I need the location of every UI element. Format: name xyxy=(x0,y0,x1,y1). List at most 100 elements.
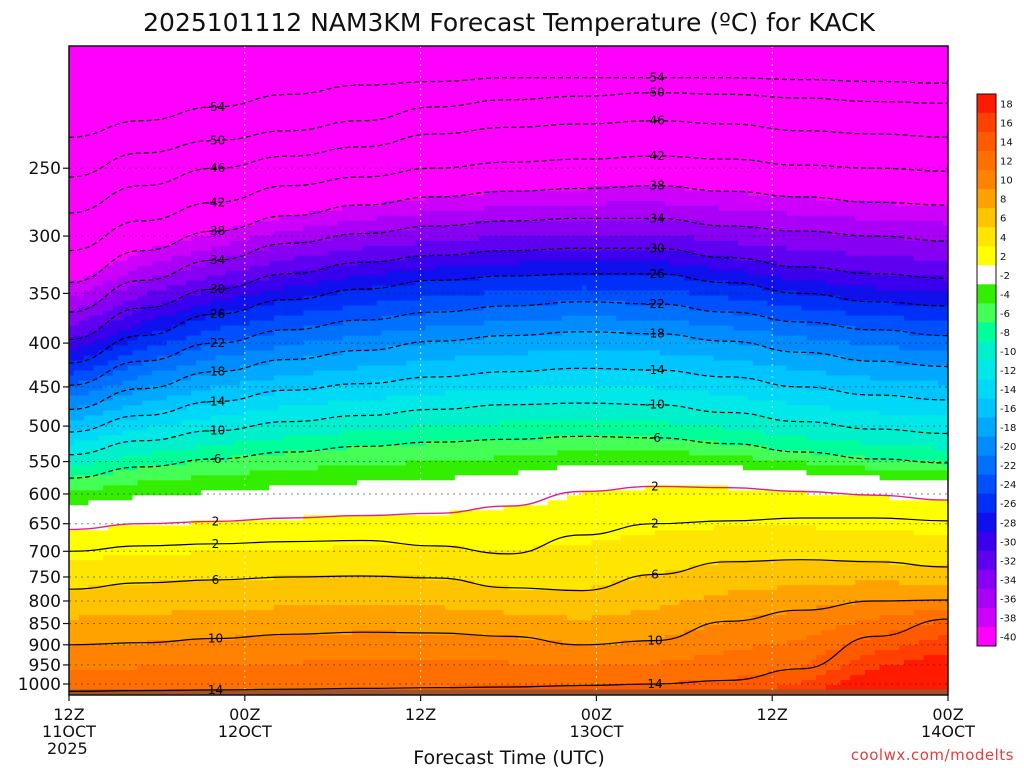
fill-cell xyxy=(225,680,231,686)
fill-cell xyxy=(122,95,129,102)
fill-cell xyxy=(244,365,251,372)
fill-cell xyxy=(147,135,153,142)
fill-cell xyxy=(147,540,153,546)
fill-cell xyxy=(235,360,241,367)
fill-cell xyxy=(225,675,231,681)
fill-cell xyxy=(225,145,231,152)
fill-cell xyxy=(152,51,158,57)
fill-cell xyxy=(239,435,246,442)
fill-cell xyxy=(108,66,114,72)
fill-cell xyxy=(210,245,217,252)
fill-cell xyxy=(196,655,202,661)
fill-cell xyxy=(176,495,182,501)
fill-cell xyxy=(142,685,148,691)
fill-cell xyxy=(83,455,90,462)
fill-cell xyxy=(137,175,143,182)
fill-cell xyxy=(161,160,168,167)
fill-cell xyxy=(122,455,129,462)
fill-cell xyxy=(239,360,246,367)
fill-cell xyxy=(88,305,95,312)
fill-cell xyxy=(88,71,95,77)
fill-cell xyxy=(249,110,256,117)
fill-cell xyxy=(127,495,134,501)
fill-cell xyxy=(113,285,119,292)
fill-cell xyxy=(73,485,80,491)
fill-cell xyxy=(166,300,173,307)
fill-cell xyxy=(239,500,246,506)
fill-cell xyxy=(73,625,80,631)
fill-cell xyxy=(127,180,134,187)
fill-cell xyxy=(142,550,148,556)
fill-cell xyxy=(88,440,95,447)
fill-cell xyxy=(215,625,222,631)
fill-cell xyxy=(69,685,75,691)
fill-cell xyxy=(176,385,182,392)
fill-cell xyxy=(156,435,163,442)
fill-cell xyxy=(137,670,143,676)
fill-cell xyxy=(73,570,80,576)
fill-cell xyxy=(137,410,143,417)
fill-cell xyxy=(132,420,139,427)
fill-cell xyxy=(142,575,148,581)
fill-cell xyxy=(254,125,261,132)
fill-cell xyxy=(220,245,226,252)
fill-cell xyxy=(83,130,90,137)
fill-cell xyxy=(73,435,80,442)
fill-cell xyxy=(200,155,207,162)
fill-cell xyxy=(191,76,197,82)
fill-cell xyxy=(249,485,256,491)
fill-cell xyxy=(83,56,90,62)
fill-cell xyxy=(88,280,95,287)
fill-cell xyxy=(191,630,197,636)
fill-cell xyxy=(181,490,187,496)
fill-cell xyxy=(220,305,226,312)
fill-cell xyxy=(73,95,80,102)
fill-cell xyxy=(113,455,119,462)
fill-cell xyxy=(171,685,178,691)
fill-cell xyxy=(69,80,75,87)
fill-cell xyxy=(98,240,104,247)
fill-cell xyxy=(186,80,192,87)
fill-cell xyxy=(147,545,153,551)
fill-cell xyxy=(254,160,261,167)
fill-cell xyxy=(171,580,178,586)
fill-cell xyxy=(83,520,90,526)
fill-cell xyxy=(230,130,236,137)
fill-cell xyxy=(122,515,129,521)
fill-cell xyxy=(142,76,148,82)
fill-cell xyxy=(147,155,153,162)
fill-cell xyxy=(122,525,129,531)
fill-cell xyxy=(137,245,143,252)
fill-cell xyxy=(210,385,217,392)
fill-cell xyxy=(103,670,109,676)
fill-cell xyxy=(98,135,104,142)
fill-cell xyxy=(137,76,143,82)
fill-cell xyxy=(225,390,231,397)
fill-cell xyxy=(205,540,212,546)
fill-cell xyxy=(249,145,256,152)
fill-cell xyxy=(191,455,197,462)
fill-cell xyxy=(181,285,187,292)
fill-cell xyxy=(127,295,134,302)
fill-cell xyxy=(117,675,124,681)
fill-cell xyxy=(88,615,95,621)
fill-cell xyxy=(225,56,231,62)
fill-cell xyxy=(205,550,212,556)
fill-cell xyxy=(73,525,80,531)
fill-cell xyxy=(147,295,153,302)
fill-cell xyxy=(103,300,109,307)
fill-cell xyxy=(205,245,212,252)
fill-cell xyxy=(127,410,134,417)
fill-cell xyxy=(230,515,236,521)
fill-cell xyxy=(142,600,148,606)
fill-cell xyxy=(156,185,163,192)
fill-cell xyxy=(191,275,197,282)
fill-cell xyxy=(122,585,129,591)
fill-cell xyxy=(108,210,114,217)
fill-cell xyxy=(161,360,168,367)
fill-cell xyxy=(98,200,104,207)
fill-cell xyxy=(171,530,178,536)
fill-cell xyxy=(205,380,212,387)
fill-cell xyxy=(103,425,109,432)
fill-cell xyxy=(156,595,163,601)
